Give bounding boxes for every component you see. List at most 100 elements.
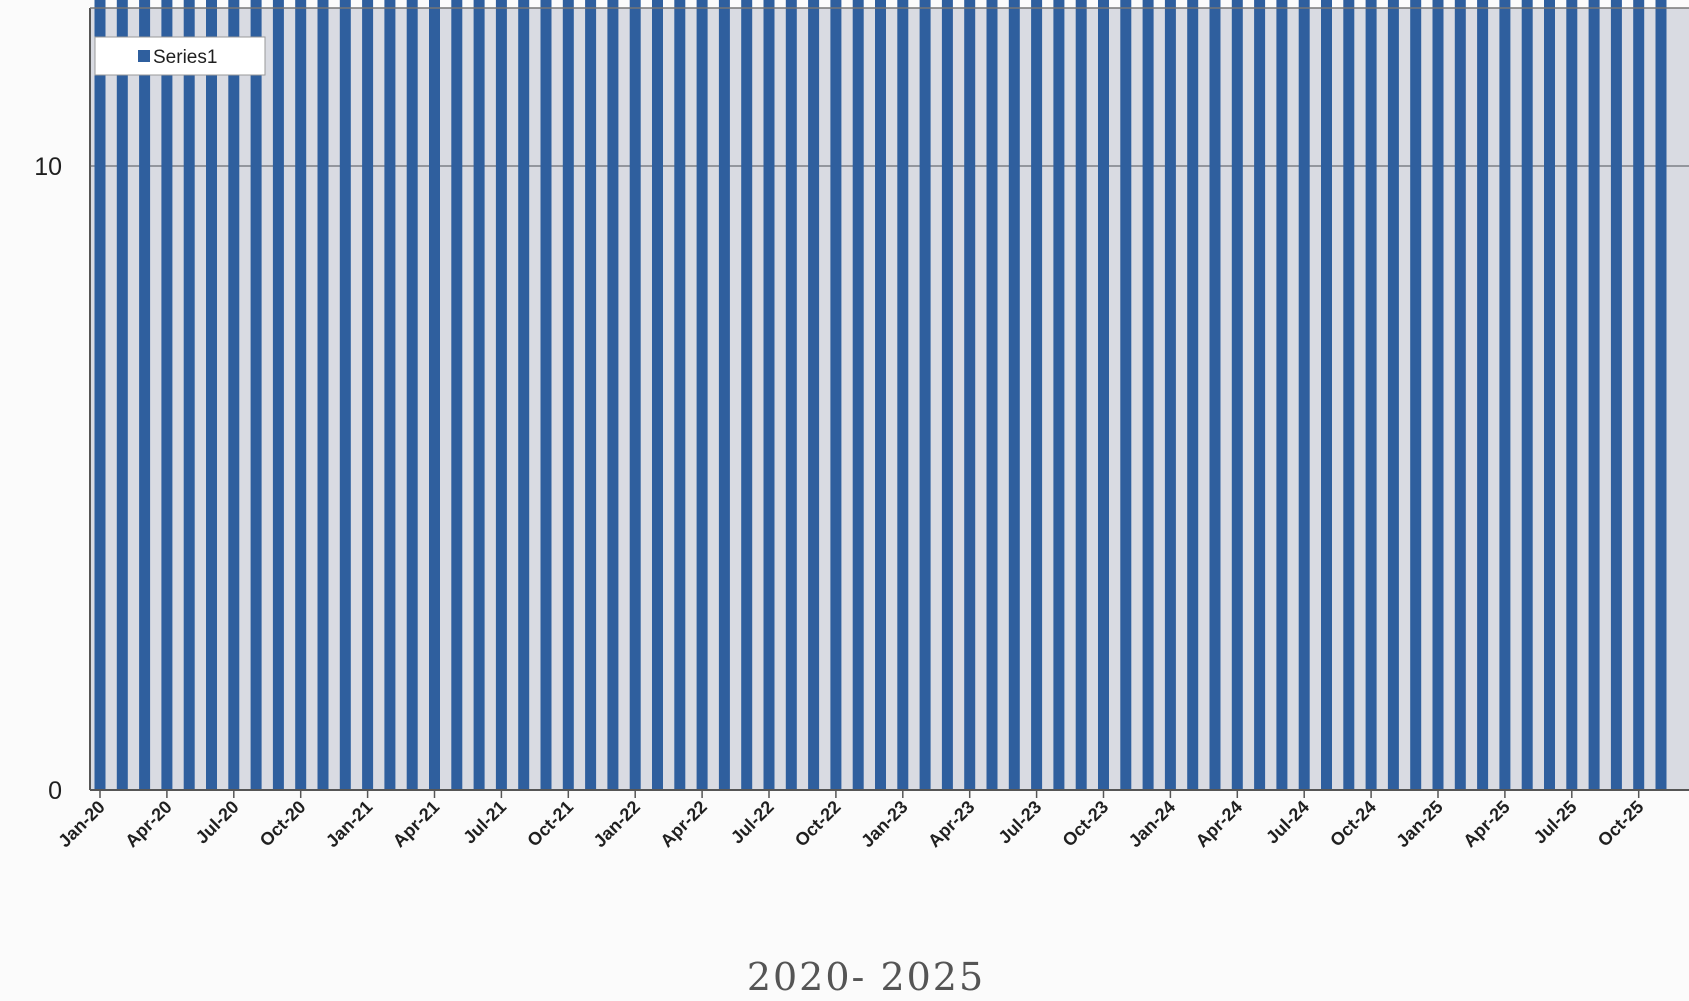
bar-Oct-24 [1365,0,1377,790]
axes [89,7,1689,791]
x-tick-label: Apr-21 [389,797,443,851]
bar-Feb-25 [1454,0,1466,790]
bar-Apr-25 [1499,0,1511,790]
x-tick-label: Apr-20 [121,797,175,851]
bar-May-25 [1521,0,1533,790]
x-tick-label: Apr-23 [924,797,978,851]
x-tick-label: Jul-24 [1262,797,1313,848]
x-tick-label: Oct-21 [523,797,577,851]
y-tick-labels: 0102030405060708090100110120 [34,153,62,805]
bar-Aug-21 [518,0,530,790]
bar-Jul-25 [1566,0,1578,790]
bar-Mar-23 [941,0,953,790]
bar-May-22 [718,0,730,790]
bar-Sep-22 [808,0,820,790]
x-tick-label: Apr-25 [1459,797,1513,851]
legend: Series1 [94,36,266,76]
legend-label-series1: Series1 [153,47,217,68]
chart-caption: 2020- 2025 [747,955,985,999]
bar-Jan-25 [1432,0,1444,790]
bar-Sep-20 [272,0,284,790]
x-tick-label: Jul-22 [727,797,778,848]
y-tick-label: 10 [34,153,62,181]
bar-Oct-23 [1098,0,1109,790]
bar-Nov-24 [1387,0,1399,790]
bar-Apr-22 [696,0,708,790]
x-tick-label: Jan-24 [1125,797,1179,851]
bar-Dec-21 [607,0,619,791]
bar-Jan-23 [897,0,909,790]
bar-Apr-21 [429,0,440,790]
bar-Jul-24 [1298,0,1310,790]
bar-Mar-24 [1209,0,1221,790]
bar-Sep-23 [1075,0,1087,790]
bar-May-24 [1254,0,1266,790]
bar-Dec-23 [1142,0,1154,790]
bar-Aug-24 [1321,0,1332,790]
bar-Apr-23 [964,0,976,791]
bar-Nov-23 [1120,0,1132,790]
bar-Jan-24 [1164,0,1176,790]
bar-Nov-21 [585,0,597,791]
bar-Mar-22 [674,0,686,790]
bar-Jun-24 [1276,0,1288,790]
bar-Sep-24 [1343,0,1355,791]
y-tick-label: 0 [48,777,62,805]
bar-Mar-21 [406,0,418,790]
plot-area [90,8,1689,790]
x-tick-label: Jan-20 [54,797,108,851]
x-tick-label: Oct-22 [791,797,845,851]
bar-Jun-22 [741,0,753,790]
bar-Aug-22 [785,0,797,790]
bar-Jul-20 [228,0,240,790]
x-tick-label: Oct-20 [256,797,310,851]
bar-Aug-25 [1588,0,1600,790]
x-tick-label: Jan-22 [590,797,644,851]
bar-Nov-20 [317,0,329,790]
bar-Jun-25 [1544,0,1555,790]
x-tick-label: Jan-25 [1392,797,1446,851]
bars [94,0,1667,791]
bar-Mar-25 [1477,0,1489,790]
x-tick-label: Jan-23 [857,797,911,851]
x-tick-label: Jul-25 [1530,797,1581,848]
bar-Jul-21 [495,0,507,790]
bar-Jun-23 [1008,0,1020,790]
legend-swatch-series1 [138,50,150,62]
x-tick-label: Oct-24 [1326,797,1380,851]
bar-Feb-21 [384,0,396,790]
bar-Feb-23 [919,0,931,791]
x-tick-label: Jul-20 [192,797,243,848]
bar-Sep-25 [1610,0,1622,790]
bar-Oct-20 [295,0,307,790]
bar-Jun-20 [206,0,217,790]
x-tick-label: Apr-24 [1192,797,1246,851]
bar-Aug-23 [1053,0,1065,790]
bar-Aug-20 [250,0,262,790]
bar-May-20 [183,0,195,790]
bar-Jul-22 [763,0,775,790]
bar-Dec-22 [875,0,886,791]
bar-Apr-24 [1231,0,1243,791]
x-tick-label: Apr-22 [656,797,710,851]
gridlines [90,165,1689,167]
bar-Sep-21 [540,0,552,790]
bar-Apr-20 [161,0,173,790]
x-tick-label: Jan-21 [322,797,376,851]
bar-Oct-22 [830,0,842,790]
bar-Jul-23 [1031,0,1043,790]
bar-May-21 [451,0,463,790]
bar-Feb-24 [1187,0,1199,790]
bar-Nov-22 [852,0,864,791]
bar-Nov-25 [1655,0,1667,790]
x-tick-labels: Jan-20 Apr-20 Jul-20 Oct-20 Jan-21 Apr-21 Jul-… [54,790,1648,851]
x-tick-label: Jul-21 [459,797,510,848]
x-tick-label: Oct-25 [1594,797,1648,851]
bar-Jan-20 [94,0,106,790]
bar-Oct-21 [562,0,574,790]
bar-Dec-24 [1410,0,1422,790]
bar-Mar-20 [139,0,151,791]
bar-Jun-21 [473,0,485,790]
bar-Dec-20 [339,0,351,790]
